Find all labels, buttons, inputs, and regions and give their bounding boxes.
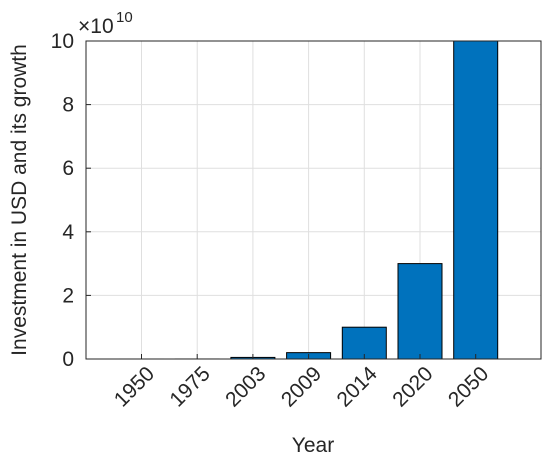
x-tick-label: 1950: [110, 362, 159, 411]
y-tick-label: 10: [51, 30, 74, 53]
x-tick-label: 2050: [444, 362, 493, 411]
plot-frame: [85, 40, 542, 360]
y-tick-label: 0: [62, 348, 74, 371]
x-tick-label: 2014: [333, 362, 383, 412]
y-tick-label: 2: [62, 284, 74, 307]
bar: [453, 40, 499, 360]
x-tick-label: 2020: [388, 362, 437, 411]
x-tick-label: 1975: [165, 362, 214, 411]
x-tick-label: 2003: [221, 362, 270, 411]
y-tick-label: 6: [62, 157, 74, 180]
x-axis-label: Year: [292, 434, 334, 457]
y-exponent: 10: [116, 9, 133, 26]
bar: [341, 326, 387, 360]
y-axis-label: Investment in USD and its growth: [8, 44, 31, 356]
bar: [397, 263, 443, 360]
y-tick-label: 4: [62, 221, 74, 244]
x-tick-label: 2009: [277, 362, 326, 411]
y-multiplier: ×10: [78, 15, 114, 38]
y-tick-label: 8: [62, 94, 74, 117]
